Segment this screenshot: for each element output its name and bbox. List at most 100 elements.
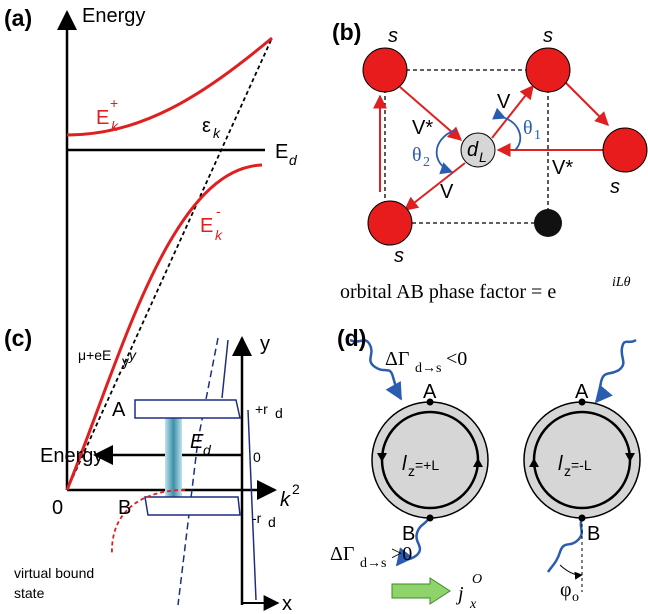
level-label: E <box>275 141 288 163</box>
band-label: E <box>96 107 109 129</box>
panel-label: (c) <box>4 325 32 351</box>
angle-label: φ <box>560 579 572 601</box>
axis-sup: 2 <box>292 481 300 497</box>
upper-band <box>66 36 273 137</box>
end-label: A <box>112 399 126 421</box>
band-sub: k <box>111 118 119 134</box>
rate-tail: >0 <box>391 543 412 565</box>
well-edge <box>221 339 257 601</box>
axis-label: x <box>282 593 292 614</box>
wave <box>594 338 637 404</box>
current-label: j <box>455 583 464 605</box>
site <box>367 200 413 246</box>
ring-tail: =+L <box>415 457 439 473</box>
axis-label: Energy <box>82 5 145 27</box>
wave <box>395 514 432 567</box>
position-sub: d <box>268 514 276 530</box>
band-sup: - <box>216 203 221 219</box>
contact-label: B <box>587 523 600 545</box>
contact <box>426 514 434 522</box>
site <box>525 47 571 93</box>
panel-label: (d) <box>337 325 366 351</box>
wave <box>546 500 596 573</box>
impurity-label: d <box>467 139 479 161</box>
rate-label: ΔΓ <box>330 543 354 565</box>
band-sup: + <box>110 95 118 111</box>
hop-label: V <box>440 181 454 203</box>
potential-label: μ+eE <box>78 347 111 363</box>
wave <box>349 338 403 401</box>
dispersion-line <box>66 37 273 491</box>
ring-tail: =-L <box>571 457 592 473</box>
site-label: s <box>610 176 620 198</box>
ring-label: l <box>402 453 407 475</box>
rate-sub: d→s <box>415 361 441 376</box>
ring-sub: z <box>408 463 415 479</box>
contact <box>426 398 434 406</box>
angle-arc <box>559 564 583 580</box>
level-label: E <box>190 431 204 453</box>
ring-sub: z <box>564 463 571 479</box>
site-label: s <box>543 25 553 47</box>
impurity <box>460 132 496 168</box>
state-label: state <box>14 585 45 601</box>
level-sub: d <box>289 152 298 168</box>
end-a <box>134 399 241 419</box>
site-label: s <box>394 245 404 267</box>
origin-label: 0 <box>52 497 63 519</box>
current-sup: O <box>472 572 482 587</box>
angle-sub: o <box>572 590 579 605</box>
axis-label: Energy <box>40 445 103 467</box>
angle-arc <box>435 129 456 175</box>
hop-label: V* <box>412 117 433 139</box>
potential-sub: y <box>122 353 129 369</box>
wavy-lines <box>349 338 637 573</box>
panel-label: (b) <box>332 19 361 45</box>
angle-label: θ <box>523 117 533 139</box>
site <box>602 127 648 173</box>
rate-tail: <0 <box>446 348 467 370</box>
level-sub: d <box>203 442 212 458</box>
bound-state <box>165 418 182 500</box>
state-pointer <box>111 489 186 556</box>
angle-label: θ <box>412 144 422 166</box>
contact-label: A <box>423 381 437 403</box>
impurity-sub: L <box>479 149 487 165</box>
panel-d: (d) ΔΓ d→s <0 ΔΓ d→s >0 A B l z =+L A B … <box>330 325 641 612</box>
site <box>534 209 562 237</box>
contact-label: A <box>575 381 589 403</box>
hop-arrow <box>564 81 609 126</box>
band-sub: k <box>215 227 223 243</box>
panel-c: (c) μ+eE y y y x A +r d Energy E d 0 B -… <box>4 325 292 614</box>
state-label: virtual bound <box>14 565 94 581</box>
panel-a: (a) Energy E + k ε k E d E - k 0 k 2 <box>4 5 300 519</box>
axis-label: y <box>260 333 270 355</box>
axis-label: k <box>280 489 291 511</box>
rate-sub: d→s <box>360 556 386 571</box>
dashed-square <box>384 69 549 224</box>
dispersion-sub: k <box>213 125 221 141</box>
position-label: -r <box>252 510 262 526</box>
ring-label: l <box>558 453 563 475</box>
caption: orbital AB phase factor = e <box>340 281 556 303</box>
panel-b: (b) s s s s V* V V* V θ 2 θ 1 d L orbita… <box>332 19 648 303</box>
site-label: s <box>388 25 398 47</box>
band-label: E <box>200 215 213 237</box>
contact <box>578 398 586 406</box>
hop-arrow <box>491 84 534 139</box>
end-label: B <box>118 497 131 519</box>
current-sub: x <box>469 597 477 612</box>
panel-label: (a) <box>4 5 32 31</box>
potential-tail: y <box>128 347 137 363</box>
site <box>362 47 408 93</box>
rate-label: ΔΓ <box>385 348 409 370</box>
position-sub: d <box>275 405 283 421</box>
hop-label: V <box>497 91 511 113</box>
current-arrow <box>391 577 451 605</box>
contact <box>578 514 586 522</box>
hop-arrow <box>403 162 466 211</box>
lower-band <box>65 163 263 491</box>
end-b <box>144 496 241 516</box>
dispersion-label: ε <box>202 115 211 137</box>
